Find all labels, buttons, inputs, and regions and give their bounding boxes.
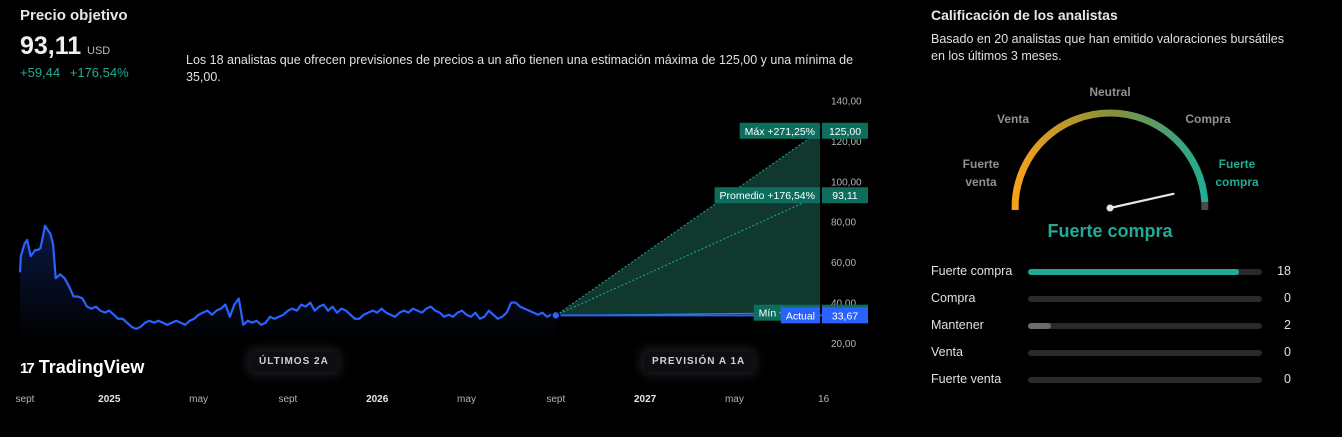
x-tick-label: 2026 [366, 394, 389, 405]
x-tick-label: may [457, 394, 476, 405]
current-price-value: 33,67 [832, 310, 858, 322]
rating-row-count: 2 [1284, 318, 1291, 332]
x-tick-label: may [189, 394, 208, 405]
y-tick-label: 80,00 [831, 218, 856, 229]
tradingview-logo[interactable]: 17 TradingView [20, 357, 144, 378]
history-range-button[interactable]: ÚLTIMOS 2A [251, 352, 337, 372]
rating-row-count: 0 [1284, 291, 1291, 305]
forecast-avg-value: 93,11 [832, 190, 858, 202]
gauge-label-sell: Venta [997, 112, 1029, 126]
gauge-arc [1011, 109, 1209, 203]
gauge-label-buy: Compra [1185, 112, 1231, 126]
rating-row: Fuerte compra 18 [931, 262, 1291, 282]
rating-row-label: Compra [931, 291, 976, 305]
rating-row-track [1028, 323, 1262, 329]
rating-row: Fuerte venta 0 [931, 370, 1291, 390]
currency-label: USD [87, 45, 111, 57]
rating-subtitle: Basado en 20 analistas que han emitido v… [931, 32, 1285, 63]
last-price-point [551, 310, 561, 321]
rating-row: Venta 0 [931, 343, 1291, 363]
y-tick-label: 20,00 [831, 339, 856, 350]
rating-row-label: Fuerte venta [931, 372, 1002, 386]
rating-row-track [1028, 269, 1262, 275]
price-change: +59,44 +176,54% [20, 65, 135, 80]
forecast-range-button[interactable]: PREVISIÓN A 1A [644, 352, 754, 372]
tradingview-mark-icon: 17 [20, 360, 35, 377]
rating-row: Mantener 2 [931, 316, 1291, 336]
rating-title: Calificación de los analistas [931, 7, 1118, 23]
gauge-needle [1108, 192, 1175, 210]
rating-row-bar [1028, 269, 1239, 275]
rating-row-label: Mantener [931, 318, 984, 332]
price-forecast-chart: 140,00 120,00 100,00 80,00 60,00 40,00 20,00 se… [16, 96, 868, 405]
section-title: Precio objetivo [20, 7, 128, 24]
forecast-avg-label: Promedio +176,54% [720, 190, 815, 202]
y-tick-label: 60,00 [831, 258, 856, 269]
x-tick-label: 16 [818, 394, 830, 405]
y-tick-label: 120,00 [831, 137, 862, 148]
rating-row-bar [1028, 323, 1052, 329]
y-tick-label: 140,00 [831, 96, 862, 107]
rating-row-track [1028, 296, 1262, 302]
forecast-max-label: Máx +271,25% [745, 126, 815, 138]
rating-row: Compra 0 [931, 289, 1291, 309]
rating-row-count: 18 [1277, 264, 1291, 278]
gauge-label-strong-sell: Fuerte [963, 157, 1000, 171]
rating-row-track [1028, 350, 1262, 356]
change-percent: +176,54% [69, 65, 129, 80]
history-area [20, 225, 556, 343]
rating-row-label: Fuerte compra [931, 264, 1013, 278]
current-price-label-box [780, 307, 820, 324]
x-tick-label: sept [16, 394, 35, 405]
x-tick-label: sept [546, 394, 565, 405]
x-tick-label: may [725, 394, 744, 405]
y-tick-label: 40,00 [831, 299, 856, 310]
rating-gauge: Neutral Venta Compra Fuerte venta Fuerte compr… [963, 85, 1259, 212]
forecast-summary: Los 18 analistas que ofrecen previsiones… [186, 53, 854, 84]
rating-row-label: Venta [931, 345, 963, 359]
rating-row-count: 0 [1284, 372, 1291, 386]
forecast-max-value: 125,00 [829, 126, 861, 138]
price-series-line [18, 224, 556, 330]
rating-row-count: 0 [1284, 345, 1291, 359]
x-tick-label: 2027 [634, 394, 657, 405]
rating-row-track [1028, 377, 1262, 383]
forecast-max-value-box [822, 122, 868, 139]
current-price-value-box [822, 307, 868, 324]
tradingview-wordmark: TradingView [38, 357, 145, 377]
y-tick-label: 100,00 [831, 177, 862, 188]
x-tick-label: 2025 [98, 394, 121, 405]
forecast-max-line [555, 130, 821, 316]
x-tick-label: sept [278, 394, 297, 405]
gauge-needle-hub [1106, 204, 1114, 212]
change-absolute: +59,44 [20, 65, 61, 80]
current-price-label: Actual [786, 310, 815, 322]
gauge-label-strong-buy: Fuerte [1219, 157, 1256, 171]
gauge-label-strong-buy: compra [1215, 175, 1259, 189]
rating-verdict: Fuerte compra [1047, 221, 1173, 241]
forecast-max-label-box [739, 122, 820, 139]
forecast-avg-value-box [822, 187, 868, 204]
forecast-avg-line [555, 194, 821, 316]
gauge-label-neutral: Neutral [1089, 85, 1130, 99]
forecast-avg-label-box [714, 187, 820, 204]
gauge-label-strong-sell: venta [965, 175, 997, 189]
target-price: 93,11 [20, 32, 82, 60]
